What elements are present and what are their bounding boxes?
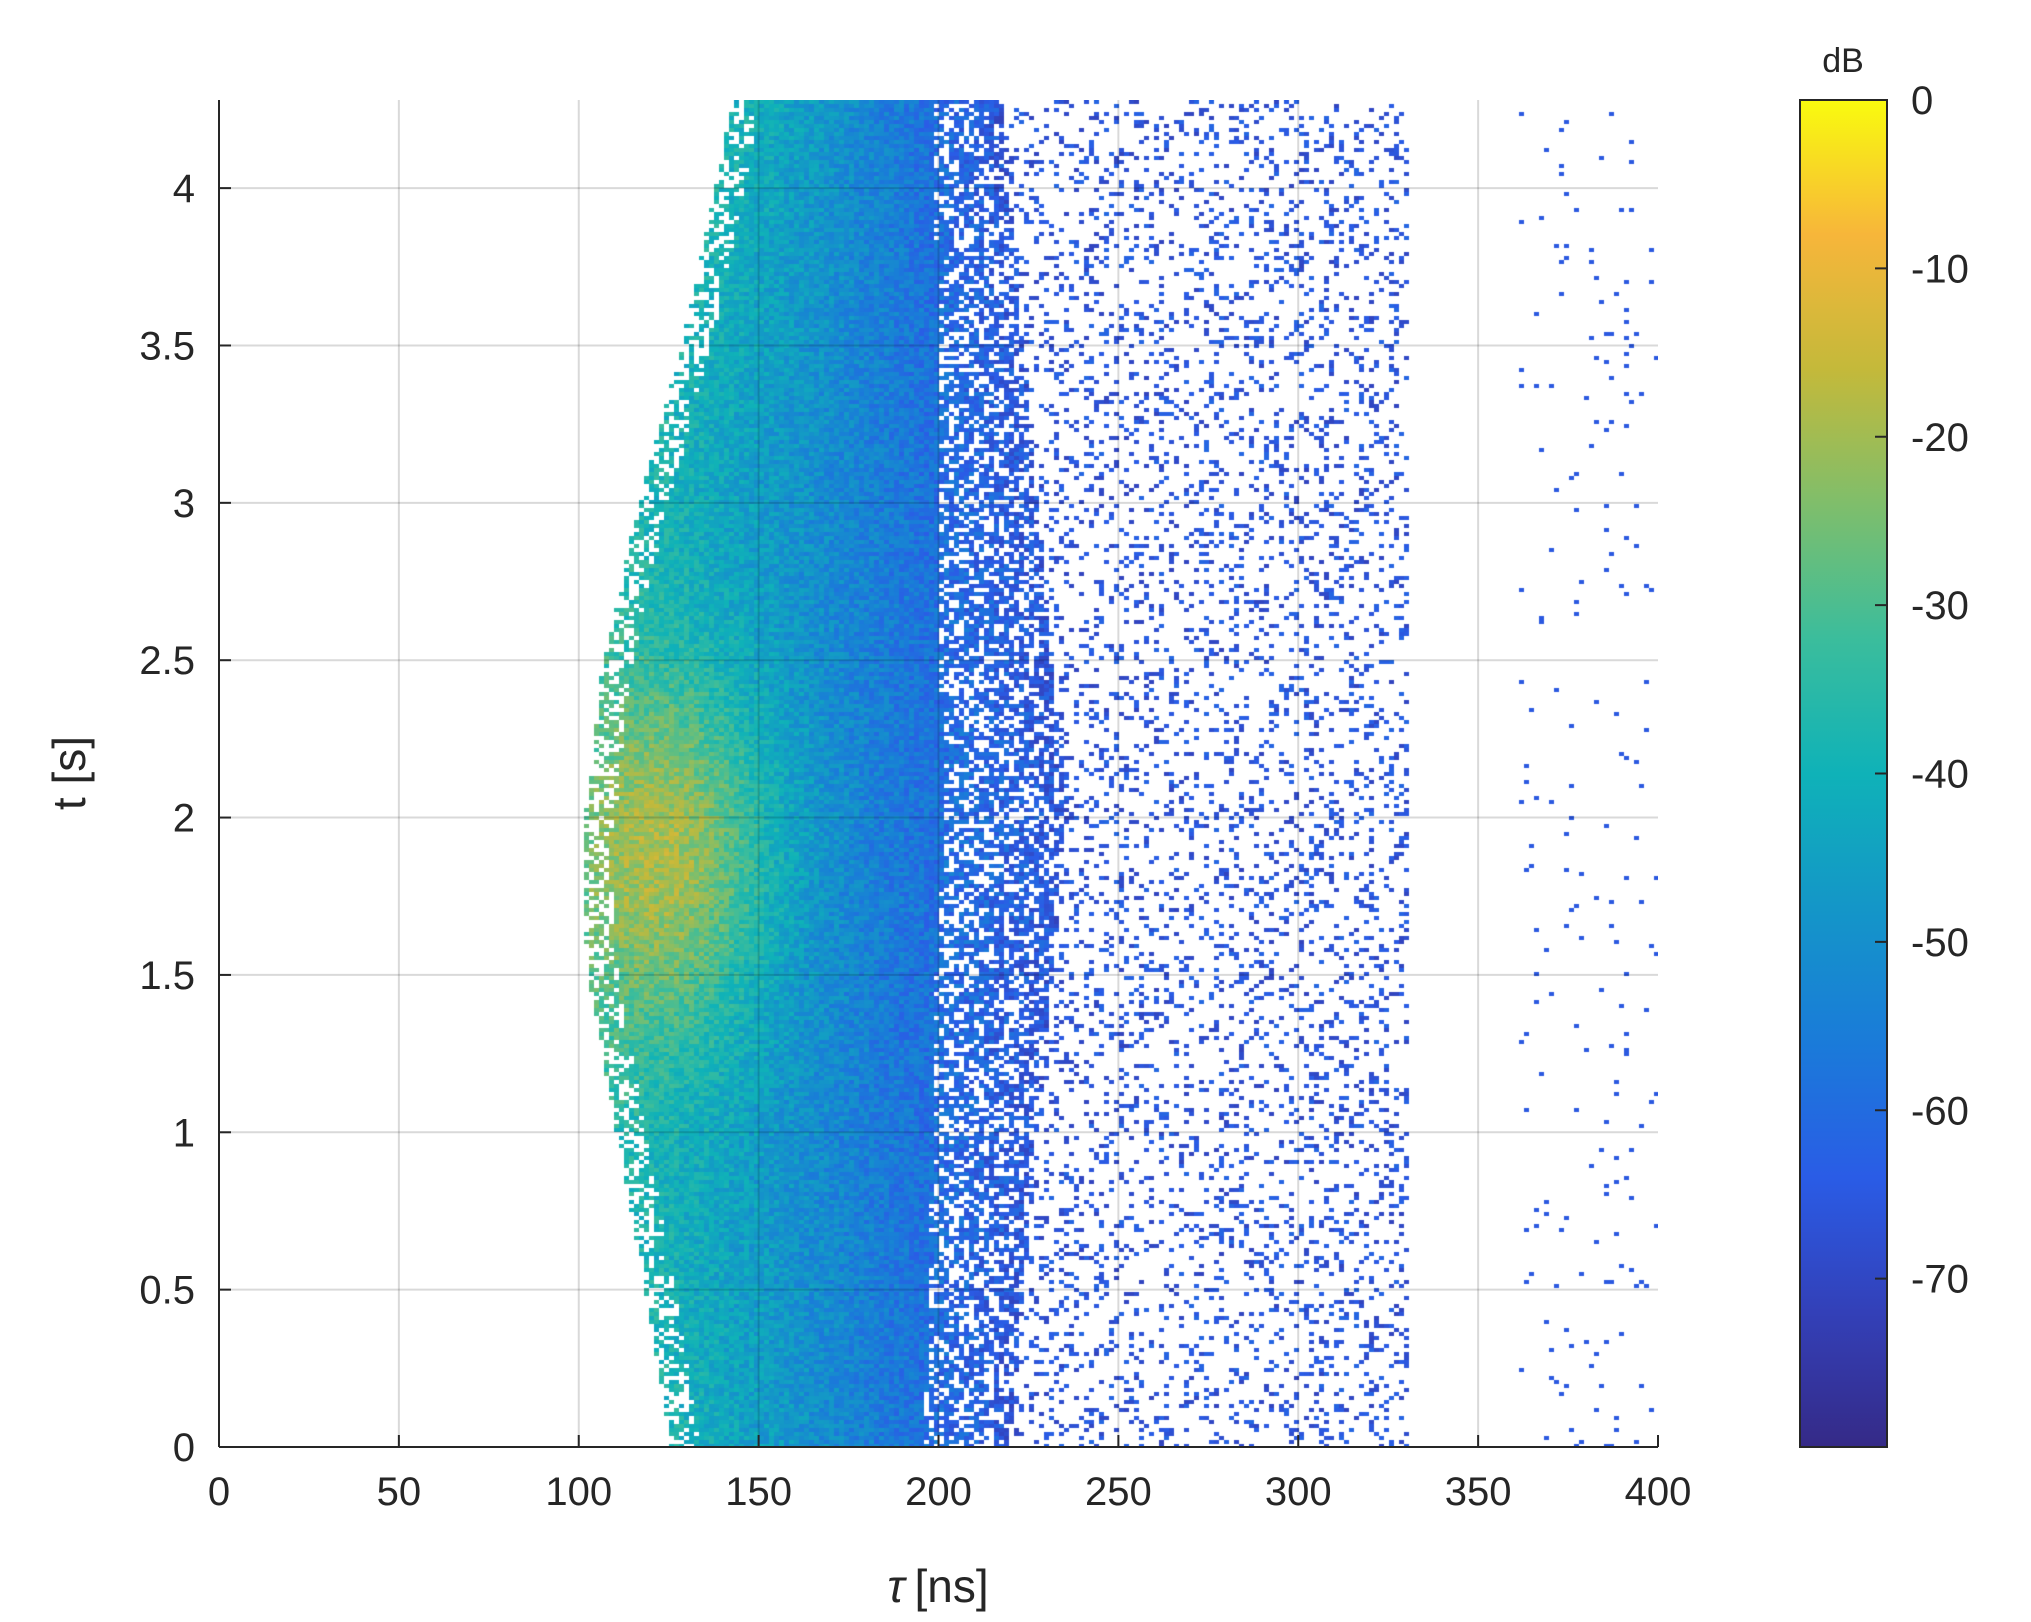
- x-axis-ticks: 0 50 100 150 200 250 300 350 400: [208, 1435, 1692, 1514]
- x-tick-label: 0: [208, 1470, 230, 1514]
- x-tick-label: 200: [905, 1470, 972, 1514]
- colorbar: dB 0 -10 -20 -30 -40 -50 -60 -70: [1799, 42, 1969, 1448]
- colorbar-tick-label: -70: [1911, 1258, 1969, 1302]
- x-tick-label: 250: [1085, 1470, 1152, 1514]
- y-tick-label: 3: [173, 482, 195, 526]
- colorbar-tick-label: 0: [1911, 79, 1933, 123]
- y-axis-ticks: 0 0.5 1 1.5 2 2.5 3 3.5 4: [139, 167, 231, 1470]
- colorbar-tick-label: -10: [1911, 247, 1969, 291]
- y-tick-label: 2.5: [139, 639, 195, 683]
- colorbar-tick-label: -40: [1911, 753, 1969, 797]
- plot-area: [219, 100, 1658, 1447]
- x-tick-label: 100: [545, 1470, 612, 1514]
- colorbar-ticks: 0 -10 -20 -30 -40 -50 -60 -70: [1875, 79, 1969, 1302]
- colorbar-title: dB: [1822, 42, 1864, 80]
- y-tick-label: 1.5: [139, 954, 195, 998]
- colorbar-tick-label: -20: [1911, 416, 1969, 460]
- y-tick-label: 1: [173, 1111, 195, 1155]
- colorbar-tick-label: -60: [1911, 1089, 1969, 1133]
- colorbar-tick-label: -30: [1911, 584, 1969, 628]
- y-tick-label: 0.5: [139, 1269, 195, 1313]
- y-tick-label: 2: [173, 797, 195, 841]
- x-tick-label: 400: [1625, 1470, 1692, 1514]
- colorbar-tick-label: -50: [1911, 921, 1969, 965]
- heatmap-layer: [219, 100, 1658, 1447]
- y-tick-label: 0: [173, 1426, 195, 1470]
- x-axis-symbol: τ: [887, 1560, 907, 1612]
- y-axis-label: t [s]: [43, 736, 95, 810]
- x-tick-label: 50: [377, 1470, 422, 1514]
- grid: [219, 100, 1658, 1447]
- x-axis-label: τ [ns]: [887, 1560, 988, 1612]
- x-axis-unit: [ns]: [915, 1560, 989, 1612]
- x-tick-label: 300: [1265, 1470, 1332, 1514]
- x-tick-label: 150: [725, 1470, 792, 1514]
- colorbar-gradient: [1799, 99, 1888, 1448]
- y-tick-label: 3.5: [139, 324, 195, 368]
- y-tick-label: 4: [173, 167, 195, 211]
- x-tick-label: 350: [1445, 1470, 1512, 1514]
